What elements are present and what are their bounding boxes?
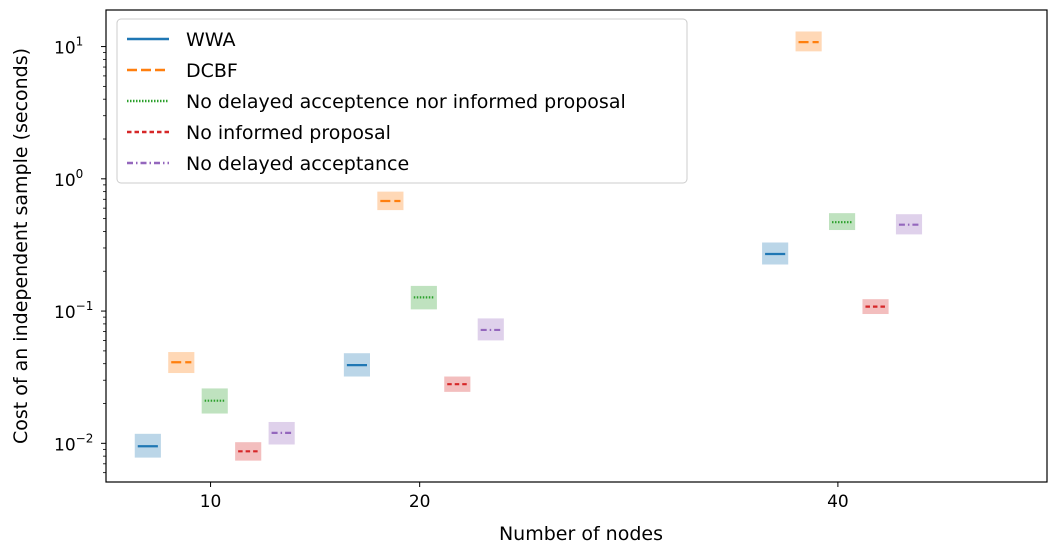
- data-point: [477, 318, 504, 341]
- legend-item: No informed proposal: [127, 122, 391, 144]
- y-axis-label: Cost of an independent sample (seconds): [10, 48, 32, 444]
- data-point: [134, 433, 161, 458]
- legend-label: No delayed acceptence nor informed propo…: [186, 91, 626, 113]
- legend-label: DCBF: [186, 60, 238, 82]
- legend-item: WWA: [127, 29, 236, 51]
- confidence-band: [377, 191, 404, 211]
- legend: WWA DCBF No delayed acceptence nor informe…: [116, 18, 688, 184]
- x-tick-label: 10: [200, 492, 222, 512]
- x-axis-label: Number of nodes: [499, 523, 663, 545]
- data-boxes: [134, 31, 923, 461]
- confidence-band: [168, 352, 195, 374]
- data-point: [862, 299, 889, 315]
- plot-frame: [105, 9, 1048, 483]
- legend-item: DCBF: [127, 60, 238, 82]
- legend-label: No informed proposal: [186, 122, 391, 144]
- y-tick-label: 100: [54, 167, 83, 191]
- legend-label: WWA: [186, 29, 236, 51]
- legend-label: No delayed acceptance: [186, 153, 409, 175]
- data-point: [235, 442, 262, 461]
- data-point: [201, 388, 228, 414]
- x-tick-label: 40: [827, 492, 849, 512]
- y-tick-label: 10−2: [54, 431, 93, 455]
- data-point: [410, 285, 437, 310]
- data-point: [829, 213, 856, 231]
- legend-item: No delayed acceptance: [127, 153, 409, 175]
- data-point: [377, 191, 404, 211]
- x-axis-ticks: 10 20 40: [200, 482, 849, 512]
- data-point: [762, 242, 789, 265]
- data-point: [795, 31, 822, 52]
- data-point: [343, 353, 371, 377]
- data-point: [444, 376, 471, 392]
- data-point: [168, 352, 195, 374]
- data-point: [895, 214, 923, 235]
- y-tick-label: 10−1: [54, 299, 93, 323]
- legend-frame: [116, 18, 688, 184]
- confidence-band: [795, 31, 822, 52]
- legend-item: No delayed acceptence nor informed propo…: [127, 91, 626, 113]
- x-tick-label: 20: [409, 492, 431, 512]
- data-point: [268, 421, 295, 445]
- y-axis-ticks: 10−2 10−1 100 101: [54, 35, 106, 474]
- y-tick-label: 101: [54, 35, 83, 59]
